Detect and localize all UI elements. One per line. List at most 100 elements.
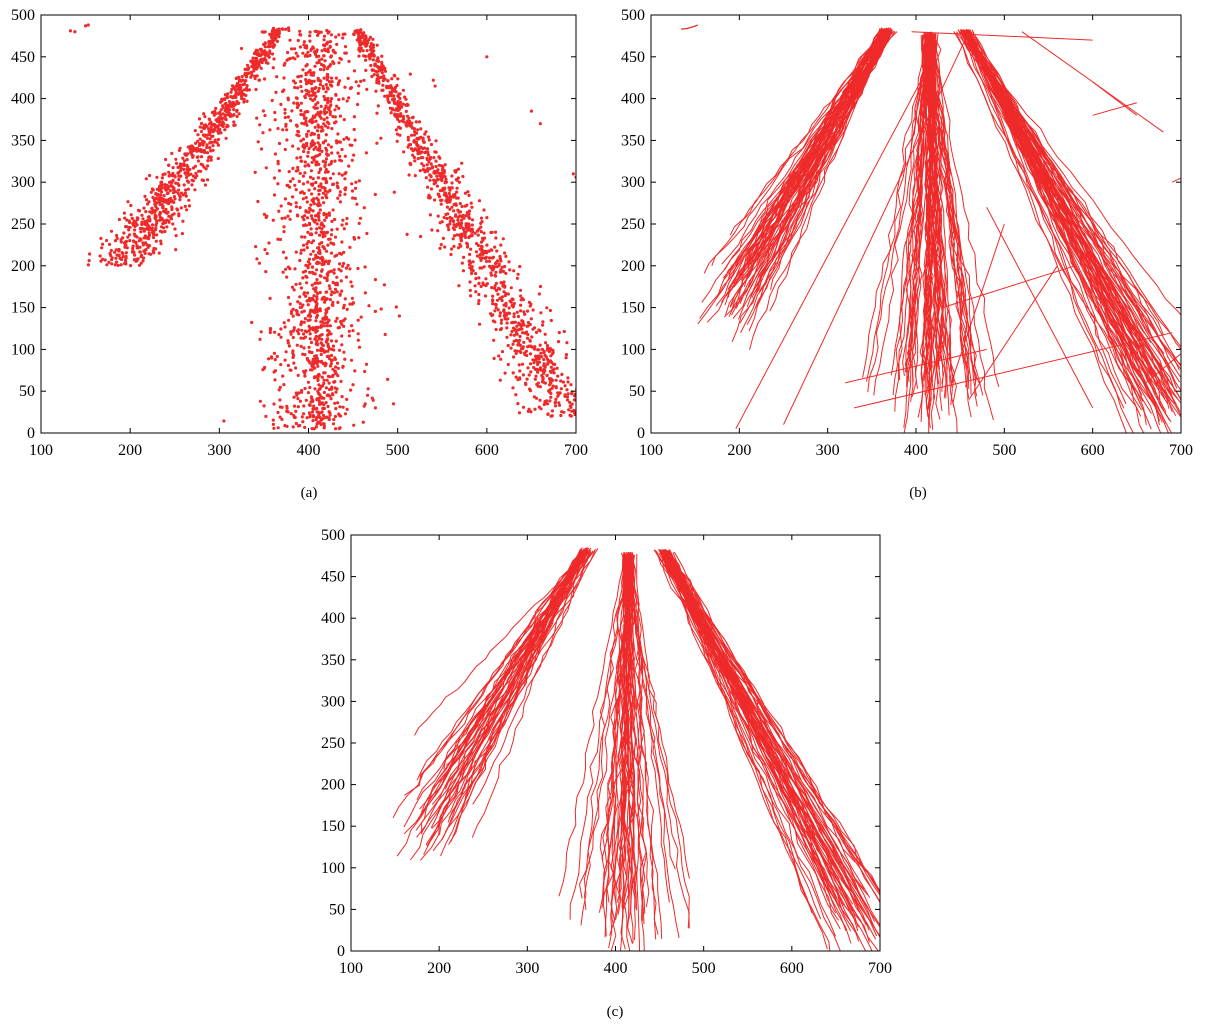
data-point xyxy=(169,217,174,221)
data-point xyxy=(110,262,114,266)
data-point xyxy=(273,330,277,334)
data-point xyxy=(333,414,337,419)
data-point xyxy=(462,230,467,234)
data-point xyxy=(305,416,309,420)
data-point xyxy=(303,425,307,429)
data-point xyxy=(321,177,325,181)
data-point xyxy=(296,328,301,332)
track-line xyxy=(911,31,1093,41)
data-point xyxy=(324,259,328,263)
data-point xyxy=(159,180,163,185)
data-point xyxy=(282,225,286,229)
x-tick-label: 300 xyxy=(816,442,840,459)
data-point xyxy=(519,294,523,298)
data-point xyxy=(320,221,324,225)
data-point xyxy=(343,297,347,301)
data-point xyxy=(308,39,312,43)
data-point xyxy=(277,169,281,173)
panel-c: 100 200 300 400 500 600 7000501001502002503003… xyxy=(321,527,892,1020)
data-point xyxy=(320,375,324,379)
track-line xyxy=(927,31,978,397)
data-point xyxy=(263,248,267,252)
data-point xyxy=(180,232,184,236)
data-point xyxy=(315,255,320,259)
data-point xyxy=(321,296,325,300)
data-point xyxy=(341,36,345,40)
data-point xyxy=(545,306,549,310)
data-point xyxy=(467,224,471,228)
data-point xyxy=(364,151,368,155)
data-point xyxy=(399,100,403,104)
data-point xyxy=(549,318,553,323)
data-point xyxy=(299,139,303,143)
data-point xyxy=(279,102,283,106)
data-point xyxy=(544,341,548,345)
data-point xyxy=(327,319,331,323)
data-point xyxy=(330,80,334,84)
data-point xyxy=(334,339,338,343)
data-point xyxy=(342,261,346,266)
data-point xyxy=(245,88,249,92)
data-point xyxy=(485,243,489,247)
data-point xyxy=(336,186,340,190)
data-point xyxy=(282,383,286,387)
y-tick-label: 200 xyxy=(11,258,35,275)
data-point xyxy=(144,235,148,239)
data-point xyxy=(120,251,124,255)
data-point xyxy=(408,72,412,76)
data-point xyxy=(313,125,317,129)
data-point xyxy=(299,112,303,117)
data-point xyxy=(299,286,303,290)
data-point xyxy=(444,177,448,181)
data-point xyxy=(340,240,344,244)
data-point xyxy=(289,202,293,206)
data-point xyxy=(157,196,161,200)
data-point xyxy=(301,68,305,72)
data-point xyxy=(356,332,360,336)
data-point xyxy=(550,409,555,413)
data-point xyxy=(582,404,585,407)
data-point xyxy=(417,136,421,140)
data-point xyxy=(563,393,567,397)
data-point xyxy=(297,179,301,183)
data-point xyxy=(153,217,158,221)
data-point xyxy=(484,255,488,259)
data-point xyxy=(135,223,139,227)
data-point xyxy=(325,120,330,124)
data-point xyxy=(360,35,364,40)
data-point xyxy=(315,261,319,265)
data-point xyxy=(334,76,338,80)
data-point xyxy=(333,369,337,373)
data-point xyxy=(278,415,282,419)
data-point xyxy=(503,294,507,298)
data-point xyxy=(546,412,550,416)
data-point xyxy=(353,29,357,33)
data-point xyxy=(285,138,289,142)
data-point xyxy=(303,160,307,164)
data-point xyxy=(286,341,290,345)
data-point xyxy=(150,223,155,227)
data-point xyxy=(446,197,450,201)
data-point xyxy=(220,117,224,121)
data-point xyxy=(361,49,365,53)
data-point xyxy=(281,89,285,94)
track-line xyxy=(922,31,941,370)
data-point xyxy=(308,318,312,322)
data-point xyxy=(337,267,341,271)
data-point xyxy=(322,371,326,375)
data-point xyxy=(479,225,483,229)
data-point xyxy=(417,120,422,124)
data-point xyxy=(323,276,327,280)
track-line xyxy=(740,27,883,281)
data-point xyxy=(538,366,543,370)
data-point xyxy=(390,88,395,92)
data-point xyxy=(412,133,416,137)
data-point xyxy=(413,130,417,134)
data-point xyxy=(308,385,312,390)
data-point xyxy=(284,122,288,126)
data-point xyxy=(326,101,330,105)
data-point xyxy=(163,221,168,225)
data-point xyxy=(175,207,179,211)
data-point xyxy=(439,243,443,247)
data-point xyxy=(309,182,313,186)
